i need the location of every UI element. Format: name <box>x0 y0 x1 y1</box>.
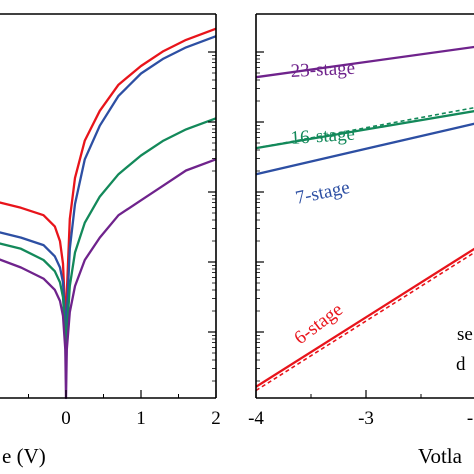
annotation-line-1: se <box>457 324 473 345</box>
right-x-tick-label-2: - <box>467 408 473 429</box>
right-series-line-6 <box>255 251 474 392</box>
left-series-line-2 <box>0 117 217 381</box>
right-series-line-4 <box>255 123 474 175</box>
series-label-6-stage: 6-stage <box>290 299 346 349</box>
left-series-line-3 <box>0 158 217 400</box>
right-x-axis-label: Votla <box>418 444 463 468</box>
right-axes-frame <box>255 13 474 399</box>
left-panel: 0 1 2 e (V) <box>0 13 221 468</box>
right-ticks <box>255 51 422 398</box>
right-panel: 23-stage 16-stage 7-stage 6-stage se d -… <box>248 13 474 468</box>
left-x-tick-label-1: 1 <box>136 408 146 429</box>
left-axes-frame <box>0 13 217 399</box>
right-series-line-0 <box>255 45 474 79</box>
left-ticks <box>28 51 217 398</box>
series-label-23-stage: 23-stage <box>290 58 355 82</box>
right-series-line-3 <box>255 122 474 176</box>
right-lines <box>255 45 474 392</box>
left-series-line-0 <box>0 27 217 370</box>
left-x-tick-label-2: 2 <box>211 408 221 429</box>
left-x-tick-label-0: 0 <box>61 408 71 429</box>
right-x-tick-label-1: -3 <box>358 408 374 429</box>
annotation-line-2: d <box>456 354 466 375</box>
right-series-line-5 <box>255 247 474 388</box>
left-series-line-1 <box>0 35 217 377</box>
left-curves <box>0 27 217 400</box>
left-x-axis-label: e (V) <box>2 444 46 468</box>
right-x-tick-label-0: -4 <box>248 408 264 429</box>
series-label-16-stage: 16-stage <box>290 124 356 149</box>
right-series-line-2 <box>255 106 474 149</box>
series-label-7-stage: 7-stage <box>294 177 352 209</box>
right-series-line-1 <box>255 109 474 150</box>
